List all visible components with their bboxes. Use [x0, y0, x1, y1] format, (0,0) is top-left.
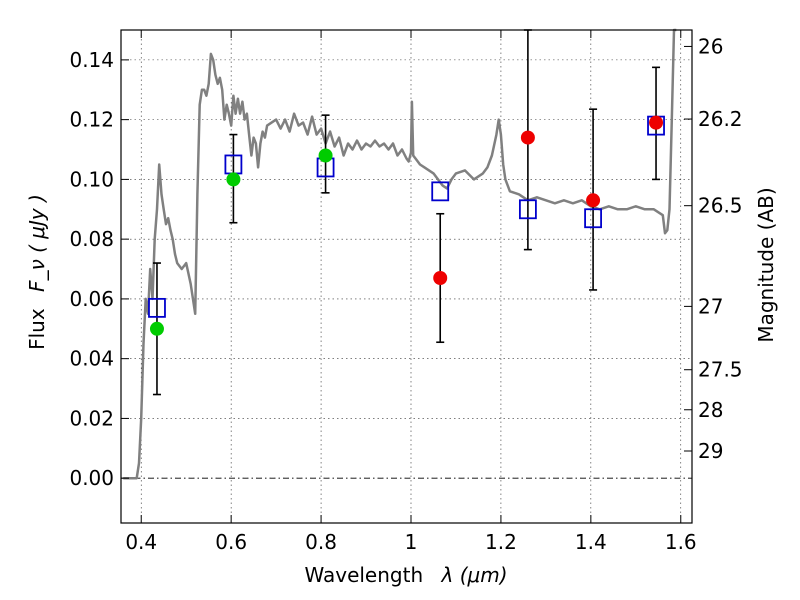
tick-layer: 0.4 0.6 0.8 1 1.2 1.4 1.6 0.00 0.02 0.04 0.06 0.08 0…	[69, 30, 743, 554]
marker-layer	[148, 115, 665, 336]
x-tick-label: 1	[405, 530, 418, 554]
y-tick-label: 0.06	[69, 287, 114, 311]
y-tick-label: 0.10	[69, 167, 114, 191]
observed-photometry-point	[318, 148, 333, 163]
y-axis-label: Flux F_ν ( μJy )	[25, 194, 49, 350]
model-photometry-square	[518, 199, 537, 220]
x-tick-label: 0.8	[305, 530, 337, 554]
observed-photometry-point	[586, 193, 601, 208]
observed-photometry-point	[520, 130, 535, 145]
model-spectrum-line	[123, 28, 677, 480]
model-photometry-square	[148, 297, 166, 318]
y-tick-label: 0.00	[69, 466, 114, 490]
magnitude-tick-label: 27	[698, 294, 723, 318]
magnitude-tick-label: 26	[698, 34, 723, 58]
observed-photometry-point	[226, 172, 241, 187]
magnitude-tick-label: 28	[698, 398, 723, 422]
y-tick-label: 0.04	[69, 347, 114, 371]
x-tick-label: 1.6	[665, 530, 697, 554]
x-axis-label-math: λ (μm)	[441, 563, 508, 587]
magnitude-tick-label: 27.5	[698, 358, 743, 382]
x-tick-label: 0.4	[125, 530, 157, 554]
y-axis-label-math: F_ν ( μJy )	[25, 194, 49, 292]
y-tick-label: 0.14	[69, 48, 114, 72]
observed-photometry-point	[149, 321, 164, 336]
model-photometry-square	[584, 208, 602, 229]
magnitude-tick-label: 29	[698, 439, 723, 463]
x-tick-label: 1.4	[575, 530, 607, 554]
y-tick-label: 0.08	[69, 227, 114, 251]
magnitude-tick-label: 26.5	[698, 194, 743, 218]
observed-photometry-point	[433, 270, 448, 285]
y-tick-label: 0.12	[69, 108, 114, 132]
x-axis-label-text: Wavelength	[304, 563, 423, 587]
observed-photometry-point	[649, 115, 664, 130]
model-photometry-square	[431, 181, 450, 202]
y-tick-label: 0.02	[69, 406, 114, 430]
grid-layer	[121, 30, 692, 523]
error-bar-layer	[152, 29, 661, 396]
model-spectrum-layer	[123, 28, 677, 480]
y-axis-label-text: Flux	[25, 308, 49, 350]
right-axis-label: Magnitude (AB)	[754, 187, 778, 342]
x-axis-label: Wavelength λ (μm)	[304, 563, 507, 587]
x-tick-label: 1.2	[485, 530, 517, 554]
x-tick-label: 0.6	[215, 530, 247, 554]
magnitude-tick-label: 26.2	[698, 107, 743, 131]
plot-frame	[120, 29, 693, 524]
